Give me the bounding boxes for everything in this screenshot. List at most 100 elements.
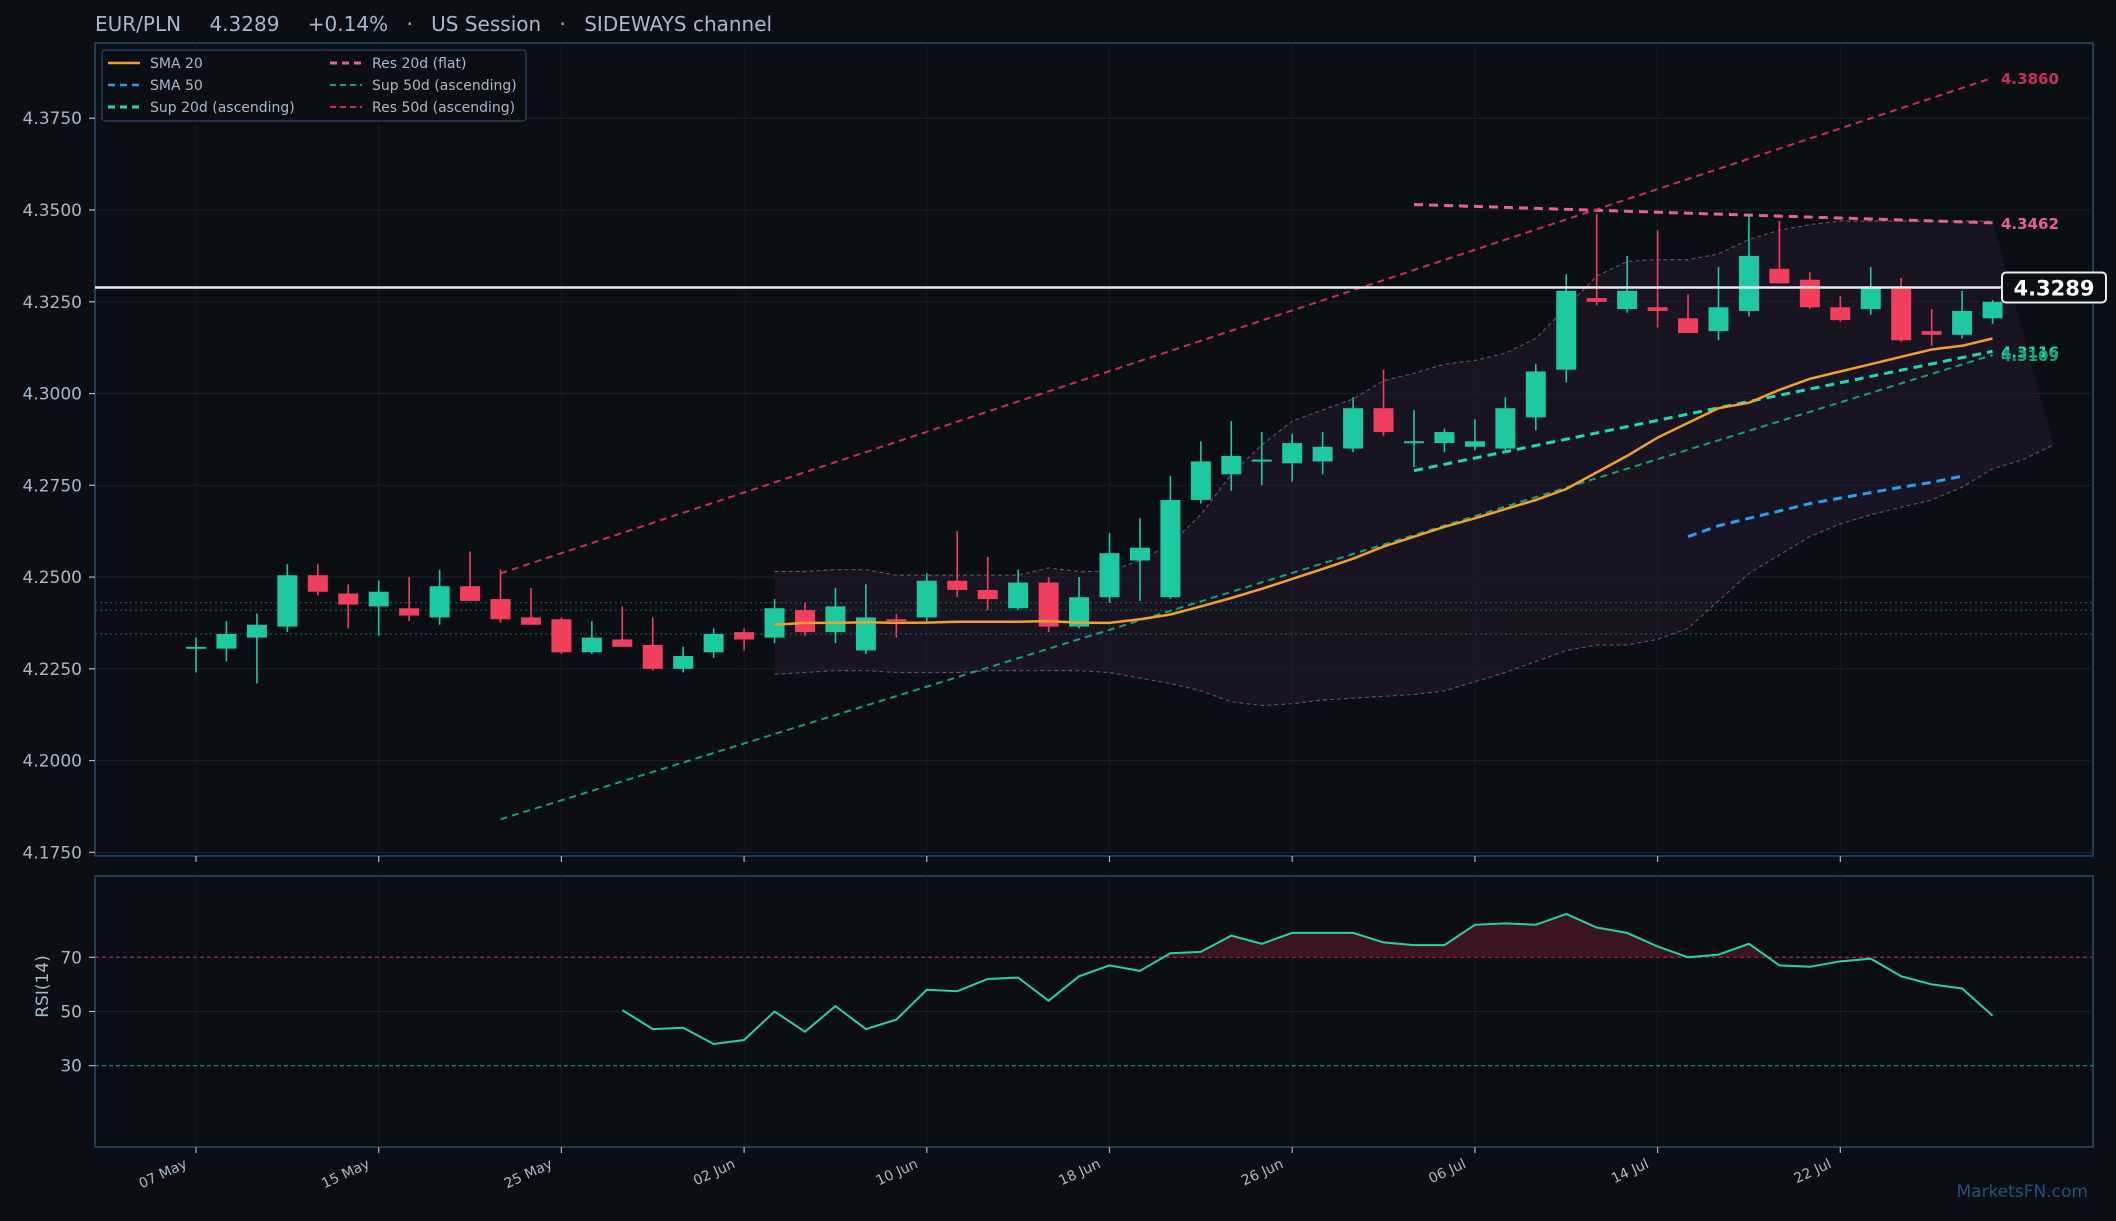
candle-body: [1099, 553, 1120, 598]
candle-body: [338, 593, 359, 605]
rsi-y-tick-label: 50: [60, 1003, 82, 1023]
x-tick-label: 15 May: [319, 1156, 372, 1192]
candle-body: [1464, 441, 1485, 447]
candle-body: [1221, 455, 1242, 475]
candle-body: [764, 608, 785, 638]
candle-body: [703, 633, 724, 653]
rsi-overbought-fill: [1200, 935, 1232, 958]
candle-body: [1312, 446, 1333, 462]
trendline-end-label: 4.3116: [2001, 343, 2059, 361]
y-tick-label: 4.3500: [23, 201, 82, 221]
y-tick-label: 4.2250: [23, 660, 82, 680]
candle-body: [1799, 279, 1820, 308]
title-separator: ·: [406, 12, 412, 36]
x-tick-label: 26 Jun: [1239, 1156, 1286, 1189]
x-tick-label: 22 Jul: [1792, 1156, 1834, 1187]
candle-body: [216, 633, 237, 649]
candle-body: [612, 639, 633, 647]
legend-label: Res 50d (ascending): [372, 100, 515, 116]
trendline-res20: [1413, 202, 1993, 225]
trendline-sup20: [1413, 349, 1993, 473]
candle-body: [1160, 499, 1181, 598]
x-tick-label: 25 May: [502, 1156, 555, 1192]
candle-body: [1190, 461, 1211, 500]
title-price: 4.3289: [209, 12, 279, 36]
candles: [186, 213, 2003, 684]
candle-body: [1251, 459, 1272, 462]
moving-averages: [774, 337, 1993, 627]
chart-title: EUR/PLN 4.3289 +0.14% · US Session · SID…: [95, 12, 772, 36]
svg-text:EUR/PLN 4.3289: EUR/PLN 4.3289 +0.14% · US Session · SID…: [95, 12, 772, 36]
title-regime: SIDEWAYS channel: [584, 12, 772, 36]
trendline-sup50: [500, 354, 1993, 821]
price-y-axis: 4.1750 4.2000 4.2250 4.2500 4.2750 4.3000 4.32…: [23, 109, 95, 863]
candle-body: [1830, 307, 1851, 321]
candle-body: [1921, 331, 1942, 335]
x-tick-label: 10 Jun: [874, 1156, 921, 1189]
candle-body: [551, 619, 572, 653]
candle-body: [1769, 268, 1790, 284]
candle-body: [1404, 441, 1424, 444]
candle-body: [1708, 307, 1729, 332]
trendline-end-label: 4.3462: [2001, 215, 2059, 233]
trendline-end-label: 4.3860: [2001, 70, 2059, 88]
y-tick-label: 4.2750: [23, 476, 82, 496]
rsi-overbought-fill: [1414, 945, 1445, 958]
candle-body: [1525, 371, 1546, 418]
rsi-overbought-fill: [1627, 932, 1658, 958]
rsi-overbought-fill: [1353, 932, 1384, 958]
trendline-res50: [500, 76, 1993, 575]
y-tick-label: 4.3000: [23, 385, 82, 405]
candle-body: [1617, 290, 1638, 310]
current-price-line: 4.3289: [95, 271, 2107, 304]
rsi-overbought-fill: [1474, 923, 1506, 958]
candle-body: [581, 637, 602, 653]
y-tick-label: 4.2000: [23, 752, 82, 772]
x-tick-label: 18 Jun: [1056, 1156, 1103, 1189]
candle-body: [1738, 255, 1759, 311]
x-tick-label: 14 Jul: [1609, 1156, 1651, 1187]
legend-label: Sup 20d (ascending): [150, 100, 295, 116]
candle-body: [1860, 287, 1881, 310]
candle-body: [1495, 408, 1516, 449]
candle-body: [277, 575, 298, 627]
trendline-end-labels: 4.3116 4.3462 4.3109 4.3860: [2001, 70, 2059, 365]
legend-label: Sup 50d (ascending): [372, 78, 517, 94]
candle-body: [1008, 582, 1029, 609]
candle-body: [1373, 408, 1394, 433]
rsi-overbought-fill: [1292, 932, 1323, 958]
legend-label: Res 20d (flat): [372, 56, 466, 72]
candle-body: [1038, 582, 1059, 627]
title-symbol: EUR/PLN: [95, 12, 181, 36]
candle-body: [1282, 443, 1303, 464]
candle-body: [1434, 432, 1455, 444]
x-tick-label: 06 Jul: [1426, 1156, 1468, 1187]
rsi-axis-label: RSI(14): [33, 955, 53, 1018]
candle-body: [1952, 310, 1973, 335]
price-panel-frame: [94, 42, 2094, 857]
legend: SMA 20 Res 20d (flat) SMA 50 Sup 50d (ascen…: [101, 49, 527, 122]
rsi-overbought-fill: [1596, 927, 1628, 958]
candle-body: [186, 646, 206, 649]
candle-body: [795, 610, 815, 633]
watermark: MarketsFN.com: [1956, 1182, 2088, 1202]
sma20-line: [774, 337, 1993, 627]
rsi-overbought-fill: [1535, 913, 1567, 958]
y-tick-label: 4.1750: [23, 843, 82, 863]
title-separator: ·: [560, 12, 566, 36]
candle-body: [1647, 307, 1668, 311]
rsi-line: [621, 912, 1994, 1046]
candle-body: [1343, 408, 1364, 449]
trendlines: [500, 76, 1993, 821]
rsi-y-tick-label: 70: [60, 948, 82, 968]
candle-body: [368, 591, 389, 607]
candle-body: [673, 655, 694, 669]
candle-body: [916, 580, 937, 618]
rsi-overbought-fill: [1231, 935, 1262, 958]
rsi-overbought-fill: [1322, 932, 1354, 958]
candle-body: [429, 586, 450, 618]
candle-body: [1891, 288, 1912, 341]
horizontal-levels: [95, 602, 2093, 635]
current-price-tag: [2001, 271, 2107, 304]
